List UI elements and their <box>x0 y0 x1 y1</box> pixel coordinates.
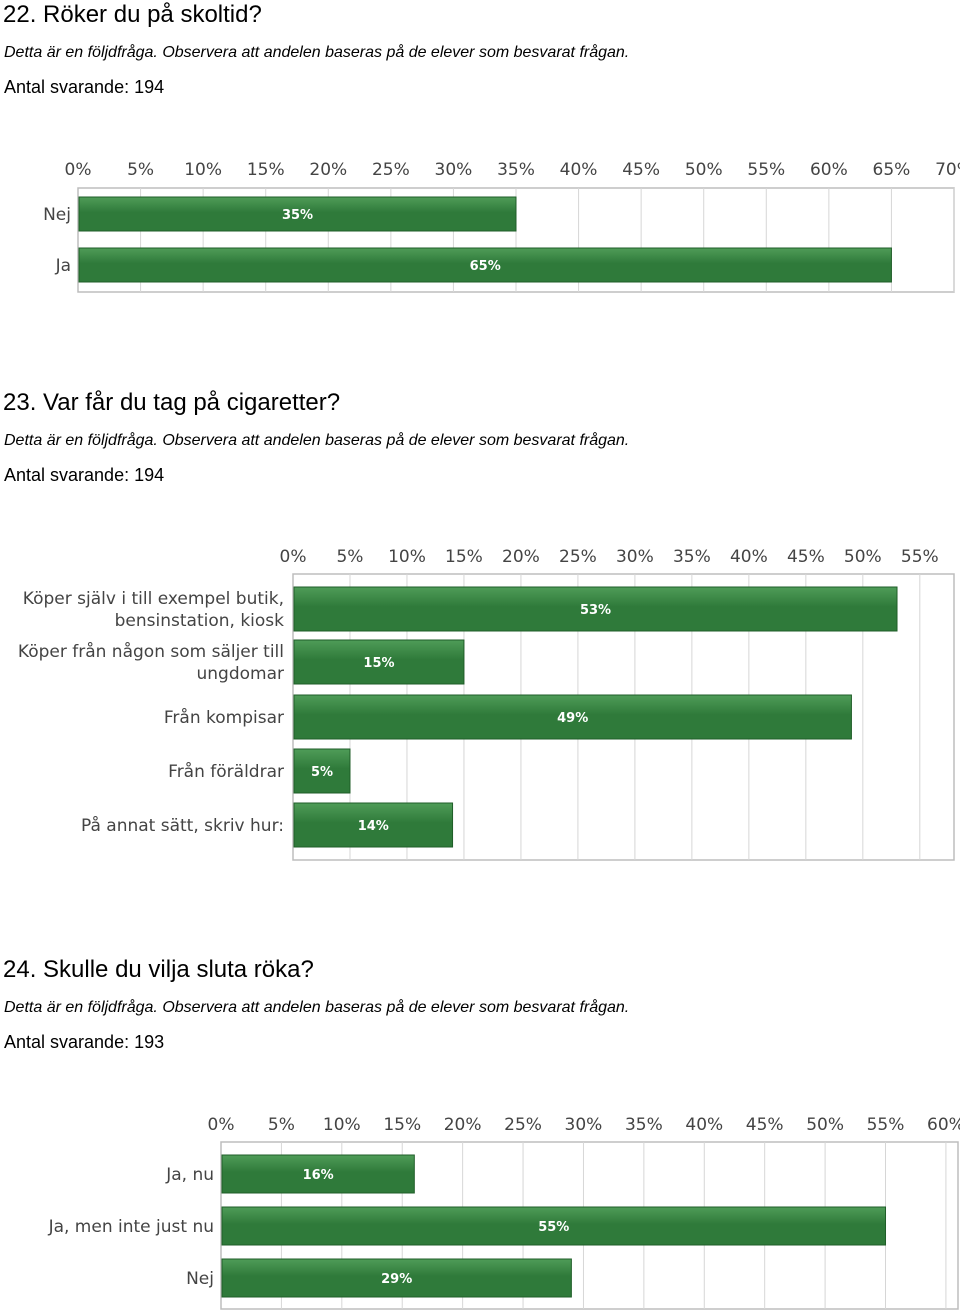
category-label: Ja, men inte just nu <box>48 1217 214 1237</box>
bar <box>221 1206 887 1246</box>
tick-label: 70% <box>935 160 960 180</box>
value-label: 65% <box>470 259 501 274</box>
tick-label: 5% <box>336 547 363 567</box>
tick-label: 55% <box>747 160 785 180</box>
tick-label: 15% <box>247 160 285 180</box>
tick-label: 35% <box>673 547 711 567</box>
category-label: Ja <box>55 256 71 276</box>
respondent-count: Antal svarande: 194 <box>4 465 165 485</box>
bar-chart: 0% 5% 10% 15% 20% 25% 30% 35% 40% 45% 50% 55% 60% 65%… <box>43 160 960 293</box>
tick-label: 35% <box>625 1115 663 1135</box>
bar <box>293 586 898 632</box>
tick-label: 50% <box>685 160 723 180</box>
tick-label: 45% <box>622 160 660 180</box>
bar <box>78 247 892 283</box>
tick-label: 25% <box>504 1115 542 1135</box>
tick-label: 50% <box>806 1115 844 1135</box>
value-label: 16% <box>303 1168 334 1183</box>
tick-label: 0% <box>208 1115 235 1135</box>
tick-label: 25% <box>372 160 410 180</box>
tick-label: 40% <box>685 1115 723 1135</box>
tick-label: 40% <box>730 547 768 567</box>
tick-label: 5% <box>268 1115 295 1135</box>
tick-label: 0% <box>65 160 92 180</box>
question-note: Detta är en följdfråga. Observera att an… <box>4 432 630 449</box>
tick-label: 20% <box>444 1115 482 1135</box>
category-label: På annat sätt, skriv hur: <box>81 815 284 836</box>
tick-label: 40% <box>560 160 598 180</box>
value-label: 55% <box>538 1220 569 1235</box>
bar <box>293 694 852 740</box>
value-label: 49% <box>557 711 588 726</box>
category-label: Köper själv i till exempel butik, <box>23 589 284 609</box>
category-label: Från föräldrar <box>168 761 284 782</box>
value-label: 5% <box>311 765 333 780</box>
category-label: Nej <box>186 1269 214 1289</box>
value-label: 29% <box>381 1272 412 1287</box>
value-label: 35% <box>282 208 313 223</box>
category-label: Köper från någon som säljer till <box>18 641 284 662</box>
tick-label: 15% <box>383 1115 421 1135</box>
bar <box>78 196 517 232</box>
category-label: Ja, nu <box>165 1165 214 1185</box>
tick-label: 10% <box>184 160 222 180</box>
category-label: bensinstation, kiosk <box>115 611 285 631</box>
tick-label: 50% <box>844 547 882 567</box>
tick-label: 60% <box>927 1115 960 1135</box>
question-note: Detta är en följdfråga. Observera att an… <box>4 44 630 61</box>
category-label: Från kompisar <box>164 707 284 728</box>
value-label: 15% <box>363 656 394 671</box>
respondent-count: Antal svarande: 194 <box>4 77 165 97</box>
tick-label: 20% <box>309 160 347 180</box>
category-label: Nej <box>43 205 71 225</box>
tick-label: 60% <box>810 160 848 180</box>
tick-label: 30% <box>616 547 654 567</box>
bar-chart: 0% 5% 10% 15% 20% 25% 30% 35% 40% 45% 50% 55% 60% 16%… <box>48 1115 960 1310</box>
bar <box>293 802 454 848</box>
bar <box>293 748 351 794</box>
tick-label: 35% <box>497 160 535 180</box>
tick-label: 5% <box>127 160 154 180</box>
bar-chart: 0% 5% 10% 15% 20% 25% 30% 35% 40% 45% 50% 55% 53% Köp… <box>18 547 955 861</box>
tick-label: 55% <box>867 1115 905 1135</box>
tick-label: 55% <box>901 547 939 567</box>
question-title: 22. Röker du på skoltid? <box>3 1 262 28</box>
tick-label: 10% <box>388 547 426 567</box>
tick-label: 10% <box>323 1115 361 1135</box>
tick-label: 30% <box>435 160 473 180</box>
question-title: 24. Skulle du vilja sluta röka? <box>3 956 314 983</box>
question-title: 23. Var får du tag på cigaretter? <box>3 389 341 416</box>
bar <box>293 639 465 685</box>
bar <box>221 1154 415 1194</box>
value-label: 53% <box>580 603 611 618</box>
tick-label: 45% <box>746 1115 784 1135</box>
tick-label: 0% <box>280 547 307 567</box>
question-note: Detta är en följdfråga. Observera att an… <box>4 999 630 1016</box>
respondent-count: Antal svarande: 193 <box>4 1032 165 1052</box>
tick-label: 45% <box>787 547 825 567</box>
tick-label: 20% <box>502 547 540 567</box>
value-label: 14% <box>358 819 389 834</box>
tick-label: 65% <box>873 160 911 180</box>
tick-label: 30% <box>565 1115 603 1135</box>
category-label: ungdomar <box>197 664 285 684</box>
tick-label: 25% <box>559 547 597 567</box>
bar <box>221 1258 572 1298</box>
tick-label: 15% <box>445 547 483 567</box>
